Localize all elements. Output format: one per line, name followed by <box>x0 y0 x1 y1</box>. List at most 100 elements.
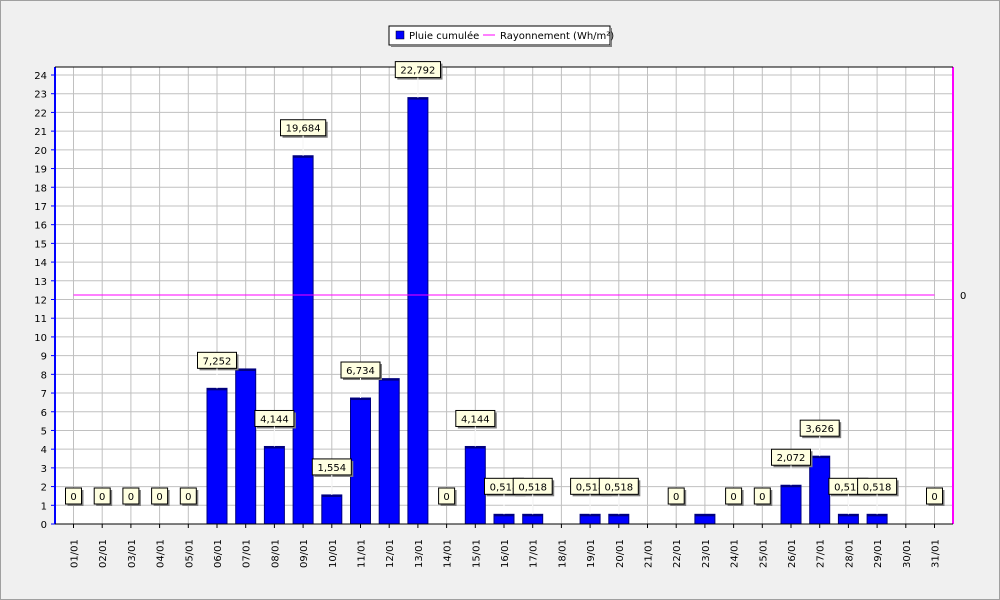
x-tick-label: 07/01 <box>242 539 253 568</box>
x-tick-label: 19/01 <box>586 539 597 568</box>
x-tick-label: 01/01 <box>70 539 81 568</box>
x-tick-label: 23/01 <box>701 539 712 568</box>
y-tick-label: 8 <box>41 370 47 381</box>
bar-top <box>694 514 715 517</box>
data-label-text: 0 <box>759 492 765 503</box>
data-label-text: 0 <box>185 492 191 503</box>
x-tick-label: 12/01 <box>385 539 396 568</box>
data-label-box <box>122 487 140 505</box>
data-label: 0 <box>438 487 457 506</box>
data-label: 0,518 <box>857 477 899 515</box>
data-label: 4,144 <box>455 409 497 447</box>
axes <box>51 66 954 528</box>
y-tick-label: 13 <box>34 277 47 288</box>
data-label: 0 <box>753 487 773 506</box>
data-label-box <box>151 487 169 505</box>
x-tick-label: 18/01 <box>557 539 568 568</box>
data-label-box <box>93 487 111 505</box>
y-tick-label: 18 <box>34 183 47 194</box>
bar-top <box>465 446 486 449</box>
bar <box>407 97 429 525</box>
x-tick-label: 13/01 <box>414 539 425 568</box>
bar-top <box>379 378 400 381</box>
bar-top <box>522 514 543 517</box>
data-label-box <box>179 487 197 505</box>
bar-top <box>867 514 888 517</box>
y-tick-label: 3 <box>41 464 47 475</box>
data-label-text: 0 <box>70 492 76 503</box>
x-tick-label: 28/01 <box>844 539 855 568</box>
y-tick-label: 23 <box>34 90 47 101</box>
rayonnement-line: 0 <box>73 291 966 302</box>
data-label: 0 <box>179 487 199 506</box>
data-label-text: 0 <box>931 492 937 503</box>
x-tick-label: 10/01 <box>328 539 339 568</box>
x-tick-label: 29/01 <box>873 539 884 568</box>
data-label: 6,734 <box>340 361 382 399</box>
y-tick-label: 2 <box>41 483 47 494</box>
data-label: 3,626 <box>799 419 842 457</box>
data-label-text: 0 <box>443 492 449 503</box>
bar-top <box>321 494 342 497</box>
y-tick-label: 15 <box>34 239 47 250</box>
bars <box>206 97 888 525</box>
legend-label-rayonnement: Rayonnement (Wh/m²) <box>500 31 614 42</box>
bar-top <box>781 485 801 488</box>
data-label-text: 2,072 <box>777 453 806 464</box>
x-tick-label: 25/01 <box>758 539 769 568</box>
x-tick-label: 02/01 <box>98 539 109 568</box>
y-tick-label: 16 <box>34 221 47 232</box>
x-tick-label: 11/01 <box>357 539 368 568</box>
bar-top <box>608 514 629 517</box>
x-tick-labels: 01/01 02/01 03/01 04/01 05/01 06/01 07/01 08/01… <box>70 539 942 568</box>
y-tick-label: 24 <box>34 71 47 82</box>
bar <box>292 155 314 525</box>
data-label-text: 0,518 <box>490 482 519 493</box>
x-tick-label: 04/01 <box>156 539 167 568</box>
x-tick-label: 14/01 <box>443 539 454 568</box>
data-label-text: 0 <box>156 492 162 503</box>
x-tick-label: 06/01 <box>213 539 224 568</box>
bar <box>809 455 831 525</box>
data-label: 0 <box>65 487 84 506</box>
data-label-text: 0 <box>99 492 105 503</box>
x-tick-label: 03/01 <box>127 539 138 568</box>
bar <box>350 397 371 525</box>
x-tick-label: 24/01 <box>730 539 741 568</box>
data-label-box <box>725 487 743 505</box>
legend-shadow-bottom <box>391 45 612 47</box>
data-label-box <box>65 487 82 505</box>
data-label: 0 <box>93 487 113 506</box>
legend-label-pluie: Pluie cumulée <box>409 30 479 42</box>
y-tick-label: 14 <box>34 258 47 269</box>
data-label-text: 22,792 <box>400 66 435 77</box>
x-tick-label: 26/01 <box>787 539 798 568</box>
x-tick-label: 27/01 <box>816 539 827 568</box>
data-label-box <box>753 487 771 505</box>
y-tick-label: 4 <box>41 445 47 456</box>
data-label-text: 0 <box>730 492 736 503</box>
bar <box>780 484 802 525</box>
data-label: 7,252 <box>197 351 239 389</box>
data-label: 1,554 <box>311 458 354 495</box>
y-tick-label: 0 <box>41 520 47 531</box>
data-label-box <box>438 487 456 505</box>
data-label-text: 0 <box>128 492 134 503</box>
data-label-text: 19,684 <box>286 124 321 135</box>
data-label-text: 0,518 <box>576 482 605 493</box>
data-label: 0 <box>926 487 945 506</box>
data-label-text: 0,518 <box>518 482 547 493</box>
data-label-text: 0,518 <box>834 482 863 493</box>
data-label: 22,792 <box>394 61 443 98</box>
y-tick-label: 7 <box>41 389 47 400</box>
x-tick-label: 15/01 <box>471 539 482 568</box>
bar-top <box>407 97 428 100</box>
bar <box>321 494 343 525</box>
data-label: 0 <box>725 487 744 506</box>
x-tick-label: 09/01 <box>299 539 310 568</box>
bar-top <box>264 446 285 449</box>
data-label-box <box>667 487 685 505</box>
bar <box>464 445 486 525</box>
x-tick-label: 16/01 <box>500 539 511 568</box>
